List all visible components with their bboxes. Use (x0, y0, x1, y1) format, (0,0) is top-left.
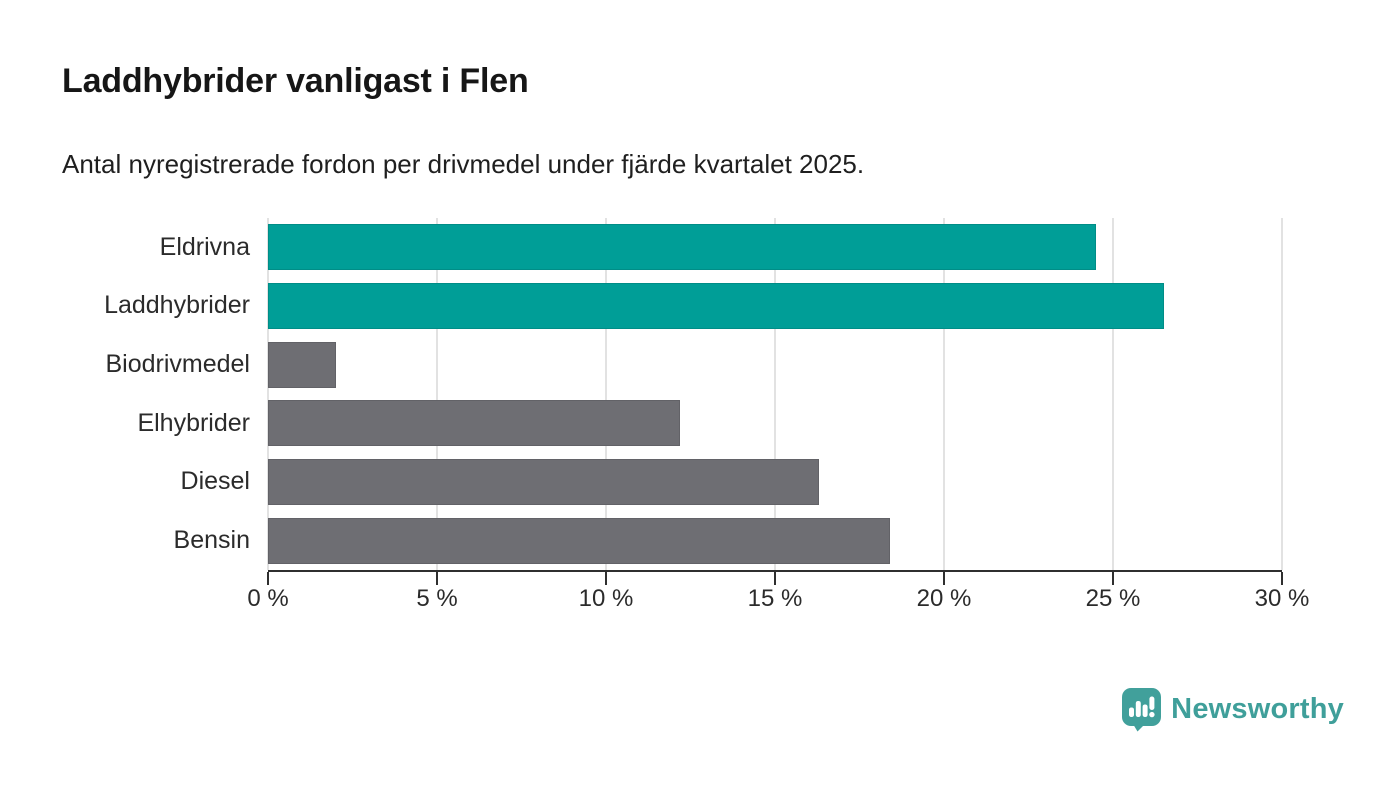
x-tick-30 (1281, 572, 1283, 585)
x-tick-10 (604, 572, 607, 585)
x-tick-15 (774, 572, 776, 585)
category-label-bensin: Bensin (173, 526, 250, 555)
x-tick-25 (1112, 572, 1114, 585)
x-tick-label-0: 0 % (247, 585, 289, 612)
gridline-25 (1112, 218, 1114, 570)
plot-area (267, 218, 1283, 585)
x-tick-label-15: 15 % (747, 585, 803, 612)
footer-logo: Newsworthy (1121, 687, 1344, 732)
bar-eldrivna (268, 224, 1097, 271)
x-tick-label-25: 25 % (1085, 585, 1141, 612)
category-labels: Eldrivna Laddhybrider Biodrivmedel Elhybrid… (0, 218, 250, 570)
gridline-5 (435, 218, 438, 570)
bar-bensin (268, 517, 890, 564)
bar-elhybrider (268, 400, 681, 447)
category-label-laddhybrider: Laddhybrider (104, 291, 250, 320)
gridline-10 (604, 218, 607, 570)
gridline-20 (942, 218, 945, 570)
x-tick-label-10: 10 % (578, 585, 634, 612)
x-tick-0 (267, 572, 269, 585)
chart-subtitle: Antal nyregistrerade fordon per drivmede… (62, 149, 865, 179)
bar-biodrivmedel (268, 341, 336, 388)
gridline-15 (774, 218, 776, 570)
bar-laddhybrider (268, 283, 1164, 329)
x-tick-5 (435, 572, 438, 585)
page-title: Laddhybrider vanligast i Flen (62, 62, 529, 100)
category-label-biodrivmedel: Biodrivmedel (105, 350, 250, 379)
newsworthy-speech-bubble-chart-icon (1121, 687, 1162, 732)
category-label-diesel: Diesel (180, 467, 250, 496)
brand-name: Newsworthy (1171, 693, 1344, 725)
x-tick-20 (942, 572, 945, 585)
x-tick-label-5: 5 % (416, 585, 458, 612)
x-axis-labels: 0 % 5 % 10 % 15 % 20 % 25 % 30 % (247, 585, 1309, 619)
x-tick-label-30: 30 % (1254, 585, 1310, 612)
gridline-0 (267, 218, 269, 570)
category-label-elhybrider: Elhybrider (137, 408, 250, 437)
bar-diesel (268, 459, 819, 505)
gridline-30 (1281, 218, 1283, 570)
category-label-eldrivna: Eldrivna (159, 232, 250, 261)
x-tick-label-20: 20 % (916, 585, 972, 612)
